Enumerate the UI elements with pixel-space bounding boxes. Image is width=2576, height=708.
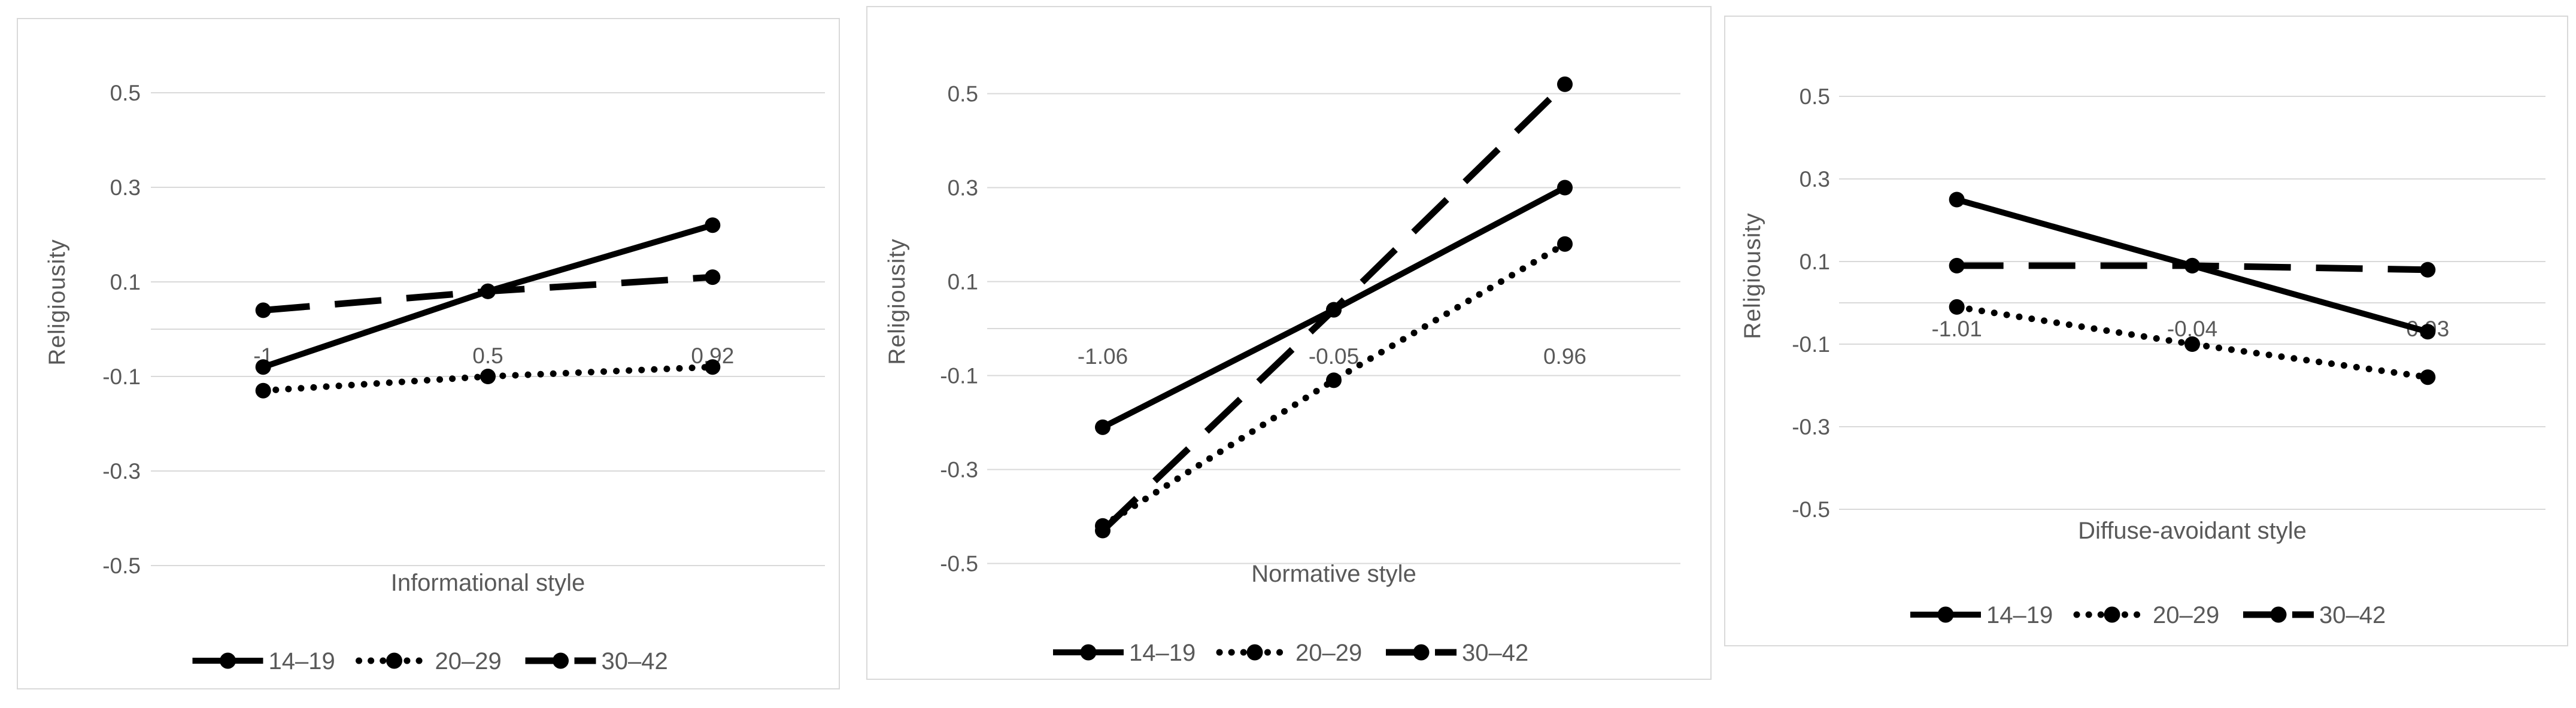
legend-item-20-29: 20–29 — [356, 648, 502, 674]
series-20-29 — [255, 359, 721, 399]
legend-marker-dashed — [553, 652, 569, 669]
legend-item-14-19: 14–19 — [192, 648, 335, 674]
y-tick-label: 0.3 — [110, 175, 141, 200]
y-tick-label: -0.5 — [940, 552, 978, 576]
chart-panel-informational-style: 0.5 0.3 0.1 -0.1 -0.3 -0.5 Religiousity -1 0.5 0.… — [17, 18, 840, 689]
data-point-marker-14-19 — [705, 217, 721, 233]
x-axis-title: Diffuse-avoidant style — [2078, 518, 2307, 544]
legend-label: 30–42 — [602, 648, 668, 674]
data-point-marker-30-42 — [2420, 262, 2436, 278]
data-point-marker-30-42 — [1949, 257, 1965, 274]
y-tick-label: -0.5 — [1792, 497, 1830, 522]
legend-item-14-19: 14–19 — [1053, 640, 1196, 666]
data-point-marker-30-42 — [1557, 76, 1573, 92]
x-axis-title: Informational style — [391, 570, 585, 596]
y-tick-label: -0.3 — [102, 459, 141, 484]
x-category-label: 0.96 — [1543, 344, 1586, 369]
legend-label: 20–29 — [435, 648, 502, 674]
data-point-marker-20-29 — [255, 382, 271, 399]
legend-label: 14–19 — [1986, 602, 2053, 628]
data-point-marker-14-19 — [1557, 180, 1573, 196]
series-30-42 — [1095, 76, 1573, 539]
legend-marker-solid — [1080, 644, 1097, 661]
x-category-label: -0.05 — [1309, 344, 1359, 369]
data-point-marker-30-42 — [1326, 302, 1342, 318]
y-axis-title: Religiousity — [44, 239, 70, 365]
legend-item-30-42: 30–42 — [2243, 602, 2386, 628]
y-tick-label: -0.1 — [940, 364, 978, 388]
data-point-marker-14-19 — [1949, 192, 1965, 208]
y-tick-label: 0.3 — [1800, 167, 1830, 192]
data-point-marker-14-19 — [1095, 419, 1110, 435]
y-tick-label: 0.1 — [110, 270, 141, 294]
data-point-marker-30-42 — [255, 302, 271, 318]
data-point-marker-20-29 — [2420, 369, 2436, 385]
y-tick-label: -0.1 — [1792, 332, 1830, 357]
legend-label: 14–19 — [269, 648, 335, 674]
data-point-marker-20-29 — [2184, 336, 2200, 352]
y-tick-label: -0.3 — [940, 458, 978, 482]
legend-marker-dashed — [2270, 606, 2287, 623]
legend-marker-solid — [220, 652, 236, 669]
y-axis-title: Religiousity — [884, 238, 910, 364]
data-point-marker-20-29 — [480, 369, 496, 384]
legend-label: 30–42 — [1462, 640, 1528, 666]
data-point-marker-30-42 — [1095, 522, 1110, 539]
legend: 14–19 20–29 30–42 — [1053, 640, 1528, 666]
data-point-marker-20-29 — [705, 359, 721, 375]
legend-label: 14–19 — [1129, 640, 1196, 666]
y-tick-label: 0.5 — [1800, 84, 1830, 109]
series-30-42 — [255, 269, 721, 318]
legend-marker-dotted — [386, 652, 402, 669]
x-category-label: -1.01 — [1931, 317, 1982, 341]
x-axis-title: Normative style — [1251, 561, 1416, 587]
series-30-42 — [1949, 257, 2436, 278]
chart-panel-diffuse-avoidant-style: 0.5 0.3 0.1 -0.1 -0.3 -0.5 Religiousity -1.01 -0… — [1724, 16, 2568, 646]
y-tick-label: -0.5 — [102, 554, 141, 578]
data-point-marker-30-42 — [480, 283, 496, 299]
legend: 14–19 20–29 30–42 — [192, 648, 668, 674]
chart-svg-normative-style: 0.5 0.3 0.1 -0.1 -0.3 -0.5 Religiousity -1.06 -0… — [884, 76, 1680, 666]
data-point-marker-30-42 — [705, 269, 721, 285]
y-tick-label: 0.3 — [948, 176, 978, 200]
legend-item-20-29: 20–29 — [1216, 640, 1362, 666]
legend: 14–19 20–29 30–42 — [1910, 602, 2386, 628]
series-line-20-29-dotted — [1099, 241, 1568, 530]
legend-marker-dotted — [1246, 644, 1263, 661]
y-tick-label: 0.1 — [1800, 250, 1830, 274]
legend-item-14-19: 14–19 — [1910, 602, 2053, 628]
data-point-marker-14-19 — [2420, 324, 2436, 340]
y-tick-label: 0.5 — [948, 82, 978, 107]
legend-label: 20–29 — [2153, 602, 2219, 628]
data-point-marker-20-29 — [1326, 372, 1342, 388]
legend-marker-solid — [1937, 606, 1954, 623]
data-point-marker-20-29 — [1949, 299, 1965, 315]
legend-item-30-42: 30–42 — [525, 648, 668, 674]
data-point-marker-20-29 — [1557, 236, 1573, 252]
chart-panel-normative-style: 0.5 0.3 0.1 -0.1 -0.3 -0.5 Religiousity -1.06 -0… — [866, 6, 1712, 680]
x-category-label: 0.5 — [472, 344, 503, 368]
y-axis-title: Religiousity — [1740, 212, 1765, 339]
legend-label: 20–29 — [1295, 640, 1362, 666]
legend-item-30-42: 30–42 — [1386, 640, 1528, 666]
y-tick-label: -0.3 — [1792, 415, 1830, 439]
series-20-29 — [1095, 236, 1573, 534]
y-tick-label: -0.1 — [102, 364, 141, 389]
legend-label: 30–42 — [2319, 602, 2386, 628]
y-tick-label: 0.5 — [110, 81, 141, 105]
legend-item-20-29: 20–29 — [2073, 602, 2219, 628]
x-category-label: -1.06 — [1078, 344, 1128, 369]
y-tick-label: 0.1 — [948, 270, 978, 294]
data-point-marker-30-42 — [2184, 257, 2200, 274]
data-point-marker-14-19 — [255, 359, 271, 375]
legend-marker-dotted — [2104, 606, 2120, 623]
series-20-29 — [1949, 299, 2436, 385]
legend-marker-dashed — [1413, 644, 1430, 661]
